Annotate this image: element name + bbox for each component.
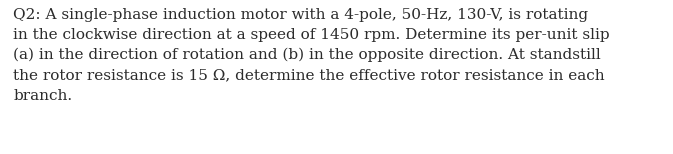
Text: Q2: A single-phase induction motor with a 4-pole, 50-Hz, 130-V, is rotating
in t: Q2: A single-phase induction motor with … (13, 8, 610, 103)
